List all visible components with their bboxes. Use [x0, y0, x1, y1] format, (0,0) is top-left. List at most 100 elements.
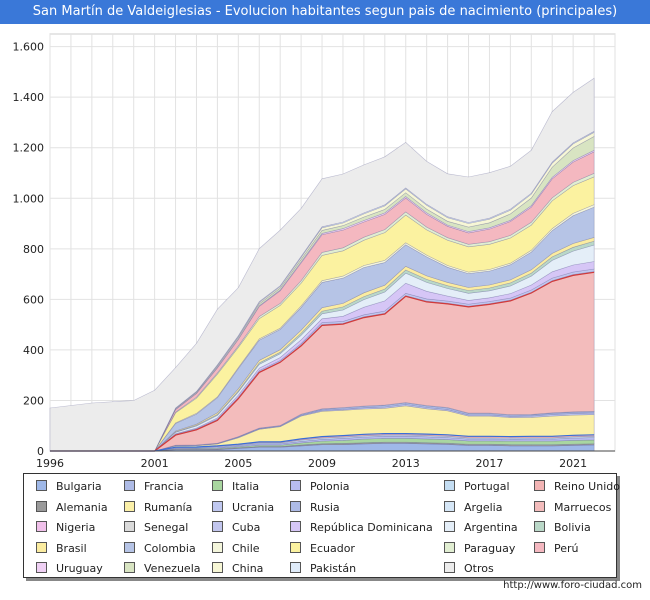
legend-label: Marruecos [554, 500, 612, 514]
legend-label: Brasil [56, 541, 87, 555]
legend-item: República Dominicana [290, 521, 433, 534]
legend-swatch [534, 541, 545, 553]
legend-label: Argentina [464, 521, 518, 534]
legend-label: Venezuela [144, 562, 201, 575]
area-series-rep-blica-dominicana [50, 261, 595, 452]
chart-area: 0 200 400 600 800 1.000 1.200 1.400 1.600 1996 200… [13, 33, 616, 470]
area-series-colombia [50, 206, 595, 452]
legend-item: Alemania [36, 500, 108, 514]
x-tick-label: 2021 [559, 457, 587, 470]
legend-label: Bolivia [554, 521, 591, 534]
y-tick-label: 200 [23, 394, 44, 407]
chart-title: San Martín de Valdeiglesias - Evolucion … [0, 0, 650, 24]
legend-item: Argelia [444, 500, 503, 514]
legend-label: Ucrania [232, 500, 275, 514]
legend-swatch [444, 521, 455, 532]
area-series-pakist-n [50, 130, 595, 452]
y-tick-label: 600 [23, 293, 44, 306]
legend-swatch [212, 541, 223, 553]
legend-swatch [212, 500, 223, 512]
legend-swatch [124, 541, 135, 553]
legend-item: Rumanía [124, 500, 192, 514]
legend-swatch [534, 521, 545, 532]
legend-swatch [36, 541, 47, 553]
legend-item: Cuba [212, 521, 260, 534]
legend-swatch [212, 480, 223, 491]
x-tick-label: 2009 [308, 457, 336, 470]
legend-item: Marruecos [534, 500, 612, 514]
legend-item: Portugal [444, 480, 510, 493]
legend-label: China [232, 562, 264, 575]
x-tick-label: 2017 [475, 457, 503, 470]
y-tick-label: 1.200 [13, 142, 45, 155]
legend-item: Argentina [444, 521, 518, 534]
legend-swatch [290, 521, 301, 532]
legend-swatch [212, 562, 223, 573]
legend-swatch [444, 541, 455, 553]
legend-swatch [124, 500, 135, 512]
legend-swatch [290, 562, 301, 573]
legend-label: Senegal [144, 521, 189, 534]
legend-item: Bolivia [534, 521, 591, 534]
footer-url[interactable]: http://www.foro-ciudad.com [503, 580, 642, 591]
legend-item: Francia [124, 480, 184, 493]
legend-item: Ecuador [290, 541, 355, 555]
series-line-rumania-base [50, 433, 595, 452]
legend: Bulgaria Francia Italia Polonia Portugal Rein… [23, 473, 620, 578]
legend-item: Otros [444, 562, 494, 575]
legend-label: Pakistán [310, 562, 357, 575]
legend-item: Reino Unido [534, 480, 620, 493]
y-tick-label: 800 [23, 243, 44, 256]
legend-item: Rusia [290, 500, 340, 514]
legend-label: Perú [554, 541, 579, 555]
legend-item: Uruguay [36, 562, 103, 575]
legend-label: Uruguay [56, 562, 103, 575]
legend-item: Venezuela [124, 562, 201, 575]
legend-swatch [36, 480, 47, 491]
x-tick-label: 1996 [36, 457, 64, 470]
legend-swatch [290, 541, 301, 553]
stacked-areas [49, 77, 595, 452]
y-tick-label: 0 [37, 445, 44, 458]
legend-label: Otros [464, 562, 494, 575]
legend-swatch [534, 500, 545, 512]
legend-item: Bulgaria [36, 480, 102, 493]
legend-swatch [444, 480, 455, 491]
legend-label: Alemania [56, 500, 108, 514]
legend-item: Paraguay [444, 541, 515, 555]
legend-swatch [290, 480, 301, 491]
legend-swatch [534, 480, 545, 491]
legend-label: Nigeria [56, 521, 96, 534]
legend-item: China [212, 562, 263, 575]
legend-item: Italia [212, 480, 259, 493]
legend-item: Perú [534, 541, 579, 555]
x-tick-label: 2001 [141, 457, 169, 470]
area-series-china [50, 131, 595, 452]
legend-label: Francia [144, 480, 184, 493]
legend-swatch [212, 521, 223, 532]
legend-item: Colombia [124, 541, 196, 555]
legend-label: Bulgaria [56, 480, 102, 493]
area-series-rusia [50, 402, 595, 452]
legend-label: Cuba [232, 521, 261, 534]
legend-label: Chile [232, 541, 260, 555]
legend-label: Ecuador [310, 541, 355, 555]
legend-label: Argelia [464, 500, 503, 514]
legend-item: Chile [212, 541, 260, 555]
legend-swatch [124, 480, 135, 491]
axes: 0 200 400 600 800 1.000 1.200 1.400 1.600 1996 200… [13, 41, 615, 470]
legend-item: Senegal [124, 521, 188, 534]
y-tick-label: 1.400 [13, 91, 45, 104]
y-tick-label: 1.000 [13, 192, 45, 205]
legend-swatch [36, 500, 47, 512]
legend-label: Italia [232, 480, 260, 493]
series-line-marruecos [50, 271, 595, 452]
area-series-paraguay [50, 172, 595, 452]
legend-swatch [124, 562, 135, 573]
y-tick-label: 1.600 [13, 41, 45, 54]
legend-swatch [290, 500, 301, 512]
x-tick-label: 2005 [224, 457, 252, 470]
legend-item: Polonia [290, 480, 350, 493]
area-series-ucrania [50, 404, 595, 452]
area-series-argelia [50, 402, 595, 452]
